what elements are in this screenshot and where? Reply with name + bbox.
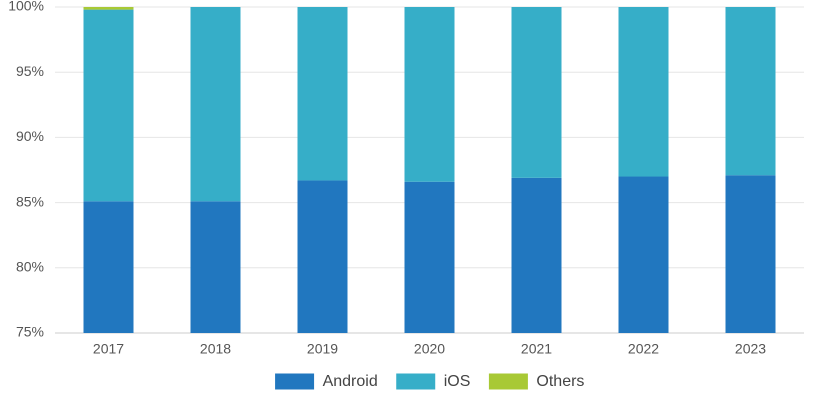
bar-segment [83,201,134,333]
legend-swatch [274,372,316,391]
bar-segment [618,7,669,177]
bar-segment [725,7,776,176]
bar-segment [83,7,134,10]
x-tick-label: 2021 [521,341,552,357]
y-tick-label: 80% [16,259,44,275]
legend-label: iOS [444,373,471,390]
y-tick-label: 90% [16,128,44,144]
bar-segment [190,7,241,202]
x-tick-label: 2022 [628,341,659,357]
bar-segment [83,9,134,202]
bar-segment [190,201,241,333]
bar-segment [297,7,348,181]
bar-segment [404,7,455,182]
y-tick-label: 100% [8,0,44,14]
x-tick-label: 2019 [307,341,338,357]
bar-segment [511,7,562,178]
legend-label: Android [323,373,378,390]
bar-segment [297,180,348,333]
legend-swatch [395,372,437,391]
x-tick-label: 2017 [93,341,124,357]
bar-segment [725,175,776,333]
bar-segment [618,176,669,333]
y-tick-label: 85% [16,193,44,209]
legend-swatch [487,372,529,391]
legend-label: Others [536,373,584,390]
bar-segment [511,177,562,333]
y-tick-label: 95% [16,63,44,79]
x-tick-label: 2023 [735,341,766,357]
bar-segment [404,181,455,333]
y-tick-label: 75% [16,324,44,340]
x-tick-label: 2018 [200,341,231,357]
legend: Android iOS Others [274,372,584,391]
x-tick-label: 2020 [414,341,445,357]
